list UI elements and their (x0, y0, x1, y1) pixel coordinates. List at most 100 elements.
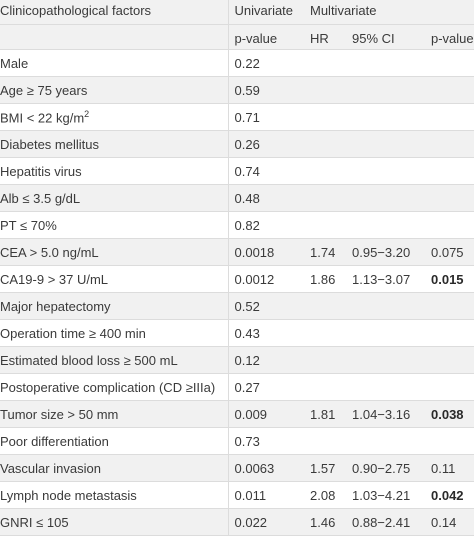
univariate-pvalue-cell: 0.43 (227, 319, 304, 347)
univariate-pvalue-cell: 0.26 (227, 130, 304, 158)
hr-header: HR (304, 24, 350, 50)
ci-cell (350, 130, 428, 158)
hr-cell (304, 130, 350, 158)
factor-cell: Diabetes mellitus (0, 130, 228, 158)
multivariate-pvalue-cell (428, 184, 474, 212)
hr-cell (304, 319, 350, 347)
header-row-2: p-value HR 95% CI p-value (0, 24, 474, 50)
factor-cell: Male (0, 49, 228, 77)
univariate-pvalue-cell: 0.022 (227, 508, 304, 536)
hr-cell (304, 346, 350, 374)
univariate-pvalue-cell: 0.74 (227, 157, 304, 185)
factor-cell: CA19-9 > 37 U/mL (0, 265, 228, 293)
ci-cell (350, 211, 428, 239)
univariate-pvalue-cell: 0.71 (227, 103, 304, 131)
hr-cell: 2.08 (304, 481, 350, 509)
ci-cell (350, 373, 428, 401)
table-row: BMI < 22 kg/m2 0.71 (0, 103, 474, 131)
univariate-pvalue-cell: 0.011 (227, 481, 304, 509)
univariate-pvalue-cell: 0.0012 (227, 265, 304, 293)
multivariate-pvalue-cell (428, 211, 474, 239)
ci-cell (350, 184, 428, 212)
table-body: Male 0.22 Age ≥ 75 years 0.59 BMI < 22 kg/m2… (0, 49, 474, 536)
hr-cell: 1.81 (304, 400, 350, 428)
table-row: GNRI ≤ 105 0.022 1.46 0.88−2.41 0.14 (0, 508, 474, 536)
factor-cell: Major hepatectomy (0, 292, 228, 320)
factor-cell: Postoperative complication (CD ≥IIIa) (0, 373, 228, 401)
factor-cell: Alb ≤ 3.5 g/dL (0, 184, 228, 212)
ci-cell: 0.95−3.20 (350, 238, 428, 266)
ci-cell (350, 319, 428, 347)
ci-cell: 0.88−2.41 (350, 508, 428, 536)
multivariate-pvalue-cell: 0.042 (428, 481, 474, 509)
hr-cell (304, 292, 350, 320)
multivariate-pvalue-cell (428, 76, 474, 104)
table-row: Lymph node metastasis 0.011 2.08 1.03−4.21 0… (0, 481, 474, 509)
header-row-1: Clinicopathological factors Univariate M… (0, 0, 474, 25)
multivariate-pvalue-header: p-value (428, 24, 474, 50)
univariate-pvalue-cell: 0.0018 (227, 238, 304, 266)
multivariate-header: Multivariate (304, 0, 474, 25)
factor-cell: Hepatitis virus (0, 157, 228, 185)
multivariate-pvalue-cell (428, 292, 474, 320)
factor-cell: Poor differentiation (0, 427, 228, 455)
univariate-header: Univariate (227, 0, 304, 25)
table-row: CA19-9 > 37 U/mL 0.0012 1.86 1.13−3.07 0.015 (0, 265, 474, 293)
table-row: Estimated blood loss ≥ 500 mL 0.12 (0, 346, 474, 374)
table-row: CEA > 5.0 ng/mL 0.0018 1.74 0.95−3.20 0.075 (0, 238, 474, 266)
hr-cell (304, 211, 350, 239)
univariate-pvalue-cell: 0.52 (227, 292, 304, 320)
multivariate-pvalue-cell (428, 103, 474, 131)
table-row: Major hepatectomy 0.52 (0, 292, 474, 320)
ci-header: 95% CI (350, 24, 428, 50)
table-row: Tumor size > 50 mm 0.009 1.81 1.04−3.16 0.03… (0, 400, 474, 428)
factor-cell: CEA > 5.0 ng/mL (0, 238, 228, 266)
multivariate-pvalue-cell: 0.015 (428, 265, 474, 293)
univariate-pvalue-cell: 0.12 (227, 346, 304, 374)
multivariate-pvalue-cell (428, 49, 474, 77)
empty-header-cell (0, 24, 228, 50)
table-row: Postoperative complication (CD ≥IIIa) 0.2… (0, 373, 474, 401)
univariate-pvalue-header: p-value (227, 24, 304, 50)
table-row: Diabetes mellitus 0.26 (0, 130, 474, 158)
ci-cell (350, 346, 428, 374)
univariate-pvalue-cell: 0.22 (227, 49, 304, 77)
hr-cell (304, 49, 350, 77)
hr-cell (304, 427, 350, 455)
factor-column-header: Clinicopathological factors (0, 0, 228, 25)
factor-cell: Lymph node metastasis (0, 481, 228, 509)
multivariate-pvalue-cell: 0.11 (428, 454, 474, 482)
table-row: Poor differentiation 0.73 (0, 427, 474, 455)
multivariate-pvalue-cell (428, 427, 474, 455)
superscript: 2 (84, 108, 90, 119)
hr-cell (304, 373, 350, 401)
hr-cell: 1.57 (304, 454, 350, 482)
table-row: Alb ≤ 3.5 g/dL 0.48 (0, 184, 474, 212)
ci-cell: 1.03−4.21 (350, 481, 428, 509)
multivariate-pvalue-cell (428, 319, 474, 347)
hr-cell: 1.86 (304, 265, 350, 293)
multivariate-pvalue-cell: 0.14 (428, 508, 474, 536)
factor-cell: Age ≥ 75 years (0, 76, 228, 104)
hr-cell: 1.74 (304, 238, 350, 266)
ci-cell: 1.13−3.07 (350, 265, 428, 293)
hr-cell (304, 184, 350, 212)
ci-cell: 0.90−2.75 (350, 454, 428, 482)
univariate-pvalue-cell: 0.0063 (227, 454, 304, 482)
ci-cell (350, 292, 428, 320)
ci-cell (350, 157, 428, 185)
hr-cell (304, 103, 350, 131)
hr-cell (304, 157, 350, 185)
factor-cell: Operation time ≥ 400 min (0, 319, 228, 347)
univariate-pvalue-cell: 0.59 (227, 76, 304, 104)
factor-cell: Estimated blood loss ≥ 500 mL (0, 346, 228, 374)
table-row: Hepatitis virus 0.74 (0, 157, 474, 185)
table-row: Operation time ≥ 400 min 0.43 (0, 319, 474, 347)
hr-cell: 1.46 (304, 508, 350, 536)
factor-cell: BMI < 22 kg/m2 (0, 103, 228, 131)
ci-cell (350, 427, 428, 455)
factor-cell: GNRI ≤ 105 (0, 508, 228, 536)
factor-label: BMI < 22 kg/m (0, 110, 85, 126)
univariate-pvalue-cell: 0.27 (227, 373, 304, 401)
